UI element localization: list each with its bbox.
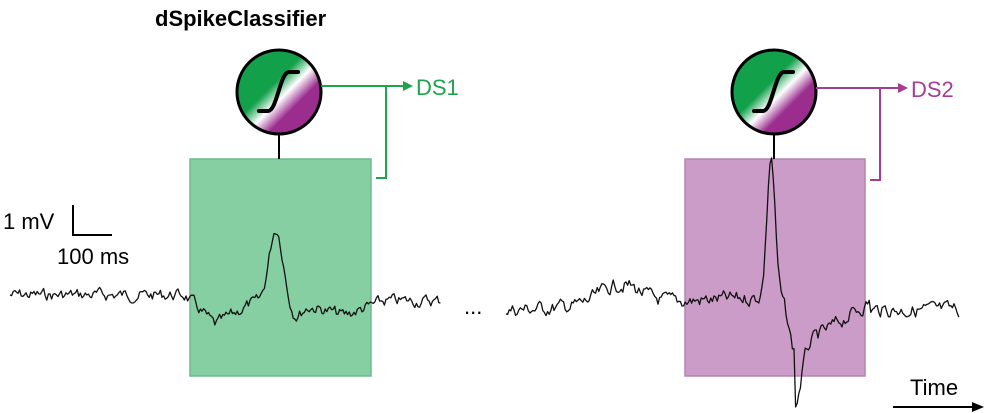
classifier-node-1	[235, 48, 323, 159]
output-wire-ds2	[816, 83, 908, 181]
output-label-ds2: DS2	[911, 77, 954, 102]
output-label-ds1: DS1	[416, 75, 459, 100]
scale-voltage-label: 1 mV	[3, 209, 55, 234]
window-box-ds1	[189, 158, 372, 377]
window-box-ds2	[684, 158, 866, 377]
classifier-node-2	[730, 48, 818, 159]
sigmoid-curve-icon	[257, 70, 300, 113]
output-wire-ds1	[321, 81, 413, 179]
voltage-trace-left	[9, 232, 441, 326]
scale-bar-lines	[72, 205, 112, 236]
time-axis: Time	[893, 375, 984, 412]
sigmoid-curve-icon	[752, 70, 795, 113]
time-arrow-icon	[972, 402, 984, 412]
time-axis-label: Time	[910, 375, 958, 400]
voltage-trace-right	[505, 157, 960, 408]
diagram-title: dSpikeClassifier	[155, 6, 327, 31]
trace-gap-ellipsis: ...	[464, 294, 482, 319]
scale-bar: 1 mV 100 ms	[3, 205, 129, 269]
scale-time-label: 100 ms	[57, 244, 129, 269]
